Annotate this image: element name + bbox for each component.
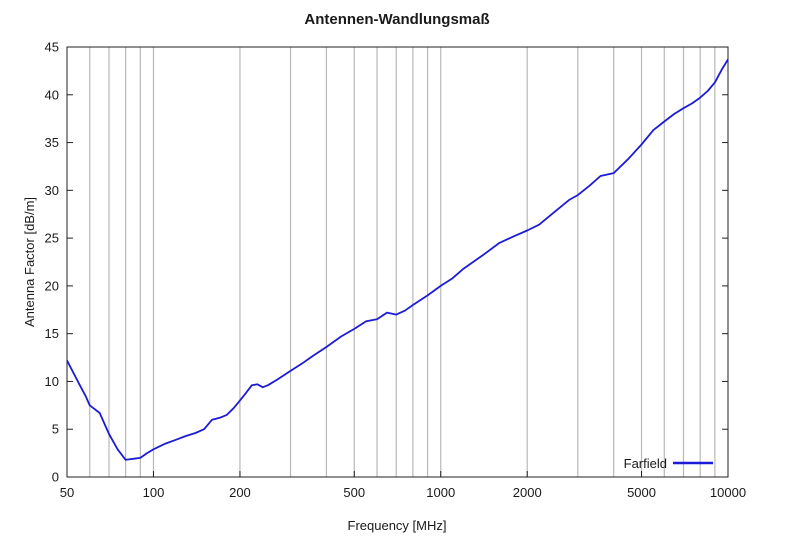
x-tick-label: 5000 (627, 485, 656, 500)
y-tick-label: 45 (45, 40, 59, 55)
legend: Farfield (624, 456, 713, 471)
series-line-farfield (66, 58, 729, 461)
y-tick-label: 0 (52, 470, 59, 485)
series-layer (66, 58, 729, 461)
x-tick-label: 200 (229, 485, 251, 500)
x-tick-label: 2000 (513, 485, 542, 500)
y-tick-label: 30 (45, 183, 59, 198)
legend-label-farfield: Farfield (624, 456, 667, 471)
y-tick-label: 20 (45, 278, 59, 293)
grid (89, 47, 716, 477)
x-tick-label: 1000 (426, 485, 455, 500)
x-tick-label: 10000 (710, 485, 746, 500)
x-axis: 50 100 200 500 1000 2000 5000 10000 (60, 471, 746, 500)
chart-title: Antennen-Wandlungsmaß (304, 11, 489, 28)
x-tick-label: 50 (60, 485, 74, 500)
y-tick-label: 5 (52, 422, 59, 437)
y-tick-label: 35 (45, 135, 59, 150)
y-axis-label: Antenna Factor [dB/m] (22, 197, 37, 327)
x-tick-label: 500 (343, 485, 365, 500)
x-tick-label: 100 (143, 485, 165, 500)
y-tick-label: 40 (45, 87, 59, 102)
plot-frame (66, 46, 729, 478)
y-tick-label: 10 (45, 374, 59, 389)
y-tick-label: 15 (45, 326, 59, 341)
y-tick-label: 25 (45, 231, 59, 246)
x-axis-label: Frequency [MHz] (348, 518, 447, 533)
y-axis: 0 5 10 15 20 25 30 35 40 45 (45, 40, 728, 485)
